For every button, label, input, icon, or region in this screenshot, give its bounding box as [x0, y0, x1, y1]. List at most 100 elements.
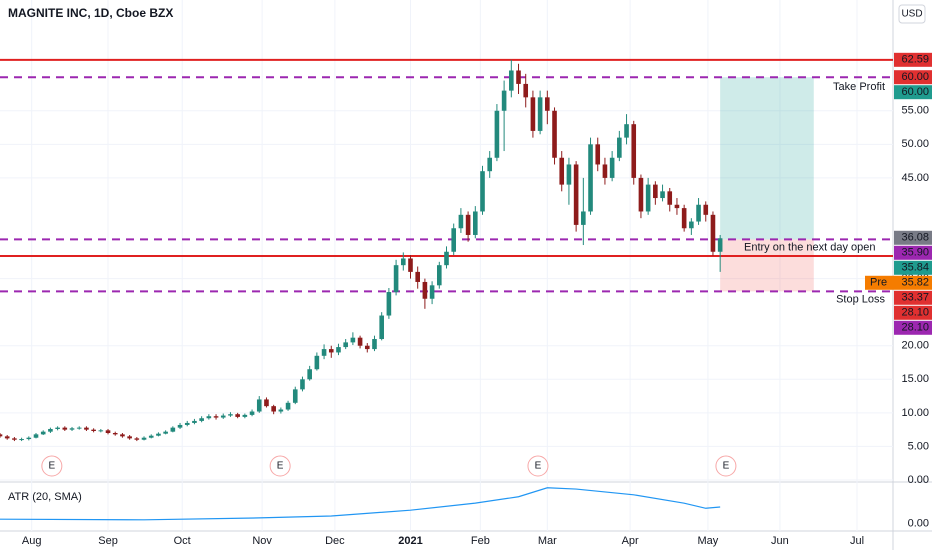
x-tick-label: Dec	[325, 535, 345, 547]
x-tick-label: Jul	[850, 535, 864, 547]
x-tick-label: Feb	[471, 535, 490, 547]
candle-body	[545, 97, 550, 111]
candle-body	[19, 439, 24, 441]
price-label-box	[894, 260, 932, 275]
indicator-title: ATR (20, SMA)	[8, 491, 82, 503]
price-label: 33.37	[901, 292, 929, 304]
candle-body	[552, 110, 557, 158]
y-tick-label: 10.00	[901, 407, 929, 419]
candle-body	[458, 214, 464, 229]
candle-body	[509, 70, 514, 91]
candle-body	[105, 430, 111, 434]
price-label: 28.10	[901, 307, 929, 319]
y-tick-label: 15.00	[901, 373, 929, 385]
candle-body	[0, 434, 3, 437]
price-label: 62.59	[901, 54, 929, 66]
price-label-box	[865, 275, 932, 290]
candle-body	[249, 411, 255, 415]
y-tick-label: 0.00	[908, 474, 929, 486]
candle-body	[84, 427, 89, 430]
candle-body	[595, 144, 601, 165]
candle-body	[55, 427, 60, 429]
candle-body	[415, 271, 420, 282]
position-label: Stop Loss	[836, 293, 885, 305]
y-tick-label: 45.00	[901, 172, 929, 184]
candle-body	[372, 339, 377, 350]
candle-body	[148, 435, 154, 438]
atr-tick-label: 0.00	[908, 518, 929, 530]
candle-body	[494, 110, 500, 158]
candle-body	[386, 292, 392, 316]
price-label: 35.90	[901, 247, 929, 259]
candle-body	[703, 204, 709, 215]
candle-body	[422, 281, 428, 299]
candle-body	[609, 157, 615, 178]
price-label: 60.00	[901, 86, 929, 98]
price-label-box	[894, 230, 932, 245]
candle-body	[645, 184, 651, 212]
candle-body	[206, 416, 212, 419]
candle-body	[48, 428, 53, 432]
candle-body	[156, 433, 161, 436]
price-label: 60.00	[901, 71, 929, 83]
candle-body	[487, 157, 493, 172]
candle-body	[501, 90, 507, 111]
candle-body	[631, 124, 637, 178]
candle-body	[220, 415, 226, 418]
candle-body	[98, 430, 104, 432]
price-label: 36.08	[901, 232, 929, 244]
y-tick-label: 20.00	[901, 340, 929, 352]
candle-body	[256, 399, 262, 412]
candle-body	[444, 251, 449, 266]
candle-body	[573, 164, 579, 225]
candle-body	[530, 97, 536, 131]
earnings-label: E	[723, 461, 730, 472]
candle-body	[350, 337, 356, 343]
price-label: 35.84	[901, 262, 929, 274]
candle-body	[667, 191, 673, 205]
candle-body	[516, 70, 521, 84]
candle-body	[321, 349, 327, 356]
price-label-box	[894, 70, 932, 85]
candle-body	[278, 409, 284, 412]
x-tick-label: Sep	[98, 535, 118, 547]
price-label-box	[894, 245, 932, 260]
chart-title: MAGNITE INC, 1D, Cboe BZX	[8, 6, 173, 20]
candle-body	[602, 164, 608, 178]
candle-body	[314, 355, 320, 370]
x-tick-label: Apr	[622, 535, 639, 547]
overlay: Take Profit Entry on the next day open Sto…	[41, 52, 932, 477]
candle-body	[235, 414, 240, 417]
price-label-box	[894, 52, 932, 67]
candle-body	[69, 428, 75, 430]
candle-body	[717, 238, 723, 252]
candle-body	[336, 347, 341, 353]
candle-body	[653, 184, 658, 199]
candle-body	[465, 214, 471, 235]
candle-body	[112, 433, 118, 435]
currency-box[interactable]	[898, 4, 926, 24]
candle-body	[408, 258, 413, 272]
y-tick-label: 5.00	[908, 440, 929, 452]
candle-body	[523, 83, 529, 98]
candle-body	[127, 436, 132, 439]
candle-body	[213, 416, 219, 418]
earnings-label: E	[49, 461, 56, 472]
earnings-marker	[715, 455, 737, 477]
candle-body	[436, 265, 442, 286]
loss-zone	[720, 239, 814, 292]
earnings-marker	[41, 455, 63, 477]
candle-body	[674, 204, 680, 209]
candle-body	[343, 342, 348, 348]
candle-body	[170, 427, 176, 432]
candle-body	[588, 144, 593, 212]
atr-line	[0, 487, 721, 521]
candle-body	[120, 434, 125, 437]
candle-body	[184, 422, 190, 425]
candle-body	[292, 389, 298, 403]
candle-body	[357, 337, 363, 346]
candle-body	[300, 379, 305, 390]
candle-body	[364, 345, 370, 350]
